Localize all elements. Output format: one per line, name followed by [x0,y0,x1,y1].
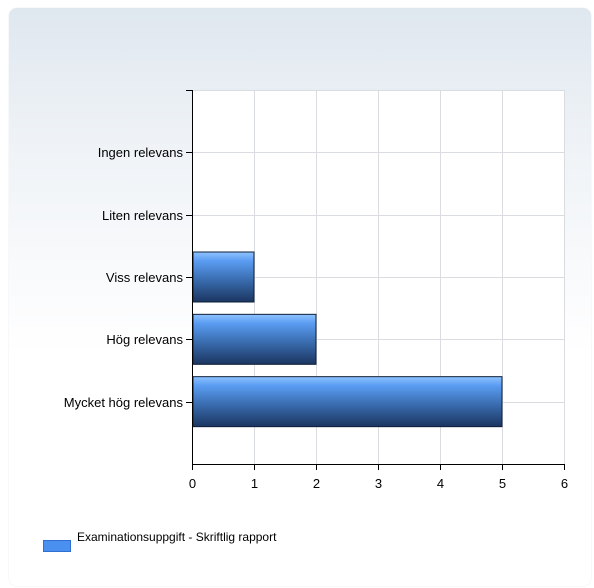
x-tick-label: 0 [189,476,196,491]
category-label: Viss relevans [106,270,184,285]
category-labels: Ingen relevans Liten relevans Viss relevan… [64,145,184,410]
legend-label: Examinationsuppgift - Skriftlig rapport [77,530,277,544]
x-tick-labels: 0 1 2 3 4 5 6 [189,476,568,491]
category-label: Liten relevans [102,208,183,223]
category-label: Mycket hög relevans [64,395,184,410]
legend-swatch [43,540,71,552]
bar [192,313,317,365]
x-tick-label: 6 [561,476,568,491]
x-tick-label: 4 [437,476,444,491]
bar [192,376,503,428]
category-label: Ingen relevans [98,145,184,160]
legend: Examinationsuppgift - Skriftlig rapport [43,530,287,552]
bars-group [192,251,503,428]
x-tick-label: 3 [375,476,382,491]
x-tick-label: 2 [313,476,320,491]
x-tick-label: 5 [499,476,506,491]
category-label: Hög relevans [106,332,183,347]
bar [192,251,255,303]
x-tick-label: 1 [251,476,258,491]
axes [186,90,565,470]
